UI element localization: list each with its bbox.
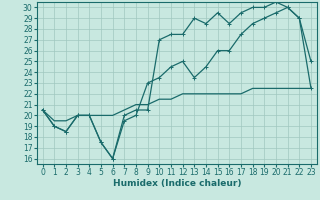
X-axis label: Humidex (Indice chaleur): Humidex (Indice chaleur) — [113, 179, 241, 188]
